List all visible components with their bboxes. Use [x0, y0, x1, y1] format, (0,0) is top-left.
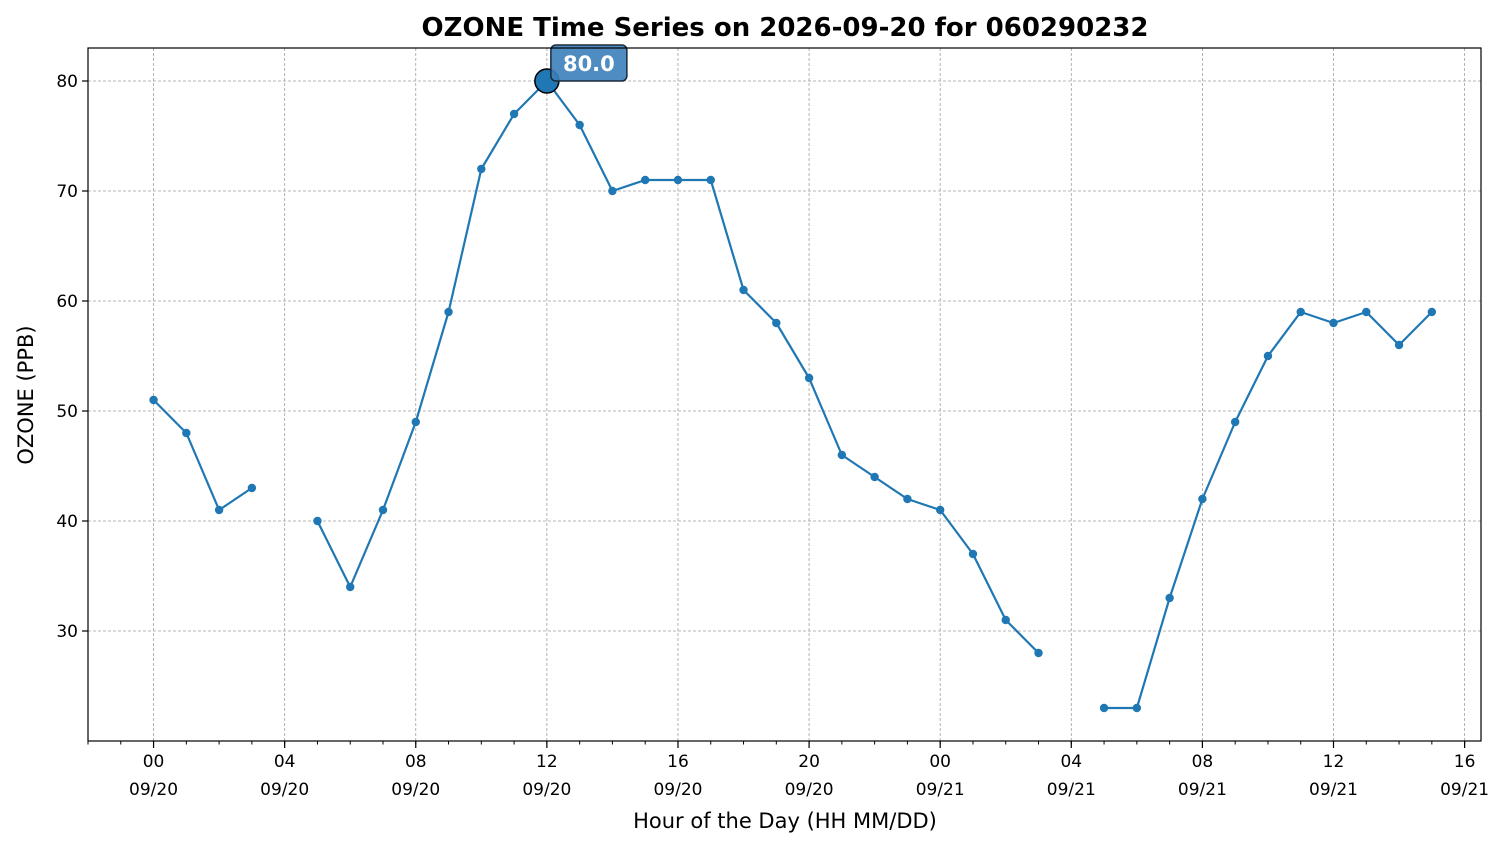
data-point	[1329, 318, 1338, 328]
data-point	[509, 109, 519, 119]
x-tick-label-hour: 12	[1323, 752, 1345, 772]
peak-label: 80.0	[563, 52, 615, 76]
data-point	[1165, 593, 1174, 603]
x-tick-label-hour: 04	[274, 752, 296, 772]
y-tick-label: 30	[56, 622, 78, 642]
x-tick-label-date: 09/20	[129, 780, 178, 800]
data-point	[1230, 417, 1240, 427]
x-tick-label-hour: 16	[1454, 752, 1476, 772]
y-tick-label: 40	[56, 512, 78, 532]
x-tick-label-date: 09/20	[522, 780, 571, 800]
data-point	[804, 373, 814, 383]
data-point	[673, 175, 683, 185]
data-point	[214, 505, 224, 515]
data-point	[1132, 703, 1142, 713]
series-line-segment	[152, 399, 253, 512]
x-axis: 00 09/20 04 09/20 08 09/20 12 09/20 16 09/20 20 09/…	[87, 741, 1489, 800]
x-tick-label-hour: 00	[143, 752, 165, 772]
x-axis-label: Hour of the Day (HH MM/DD)	[633, 809, 937, 833]
plot-frame	[87, 47, 1482, 742]
data-point	[1001, 615, 1010, 625]
data-point	[346, 582, 355, 592]
x-tick-label-hour: 20	[798, 752, 820, 772]
data-point	[247, 483, 257, 493]
data-point	[444, 307, 453, 317]
x-tick-label-date: 09/21	[1047, 780, 1096, 800]
data-point	[313, 516, 322, 526]
x-tick-label-hour: 12	[536, 752, 558, 772]
x-tick-label-date: 09/21	[1440, 780, 1489, 800]
data-point	[1394, 340, 1404, 350]
data-point	[608, 186, 617, 196]
data-point	[1099, 703, 1109, 713]
x-tick-label-date: 09/21	[916, 780, 965, 800]
x-tick-label-date: 09/21	[1309, 780, 1358, 800]
chart-title: OZONE Time Series on 2026-09-20 for 0602…	[422, 13, 1149, 43]
data-point	[706, 175, 715, 185]
data-point	[837, 450, 847, 460]
x-tick-label-date: 09/20	[653, 780, 702, 800]
data-point	[1198, 494, 1207, 504]
data-point	[1263, 351, 1273, 361]
data-point	[477, 164, 486, 174]
y-tick-label: 80	[56, 72, 78, 92]
peak-label-box	[550, 44, 628, 82]
data-point	[870, 472, 879, 482]
data-point	[739, 285, 748, 295]
y-tick-label: 70	[56, 182, 78, 202]
data-point	[1296, 307, 1305, 317]
y-axis-label: OZONE (PPB)	[14, 325, 38, 464]
data-point	[378, 505, 388, 515]
data-point	[411, 417, 420, 427]
peak-annotation: 80.0	[534, 44, 628, 94]
x-tick-label-hour: 04	[1060, 752, 1082, 772]
x-tick-label-date: 09/20	[785, 780, 834, 800]
x-tick-label-hour: 08	[405, 752, 427, 772]
data-point	[772, 318, 781, 328]
data-point	[641, 175, 650, 185]
data-point	[935, 505, 945, 515]
y-tick-label: 50	[56, 402, 78, 422]
data-point	[575, 120, 584, 130]
x-tick-label-hour: 00	[929, 752, 951, 772]
data-point	[182, 428, 191, 438]
data-point	[968, 549, 978, 559]
x-tick-label-hour: 08	[1192, 752, 1214, 772]
x-tick-label-hour: 16	[667, 752, 689, 772]
data-point	[1362, 307, 1371, 317]
x-tick-label-date: 09/21	[1178, 780, 1227, 800]
y-axis: 30 40 50 60 70 80	[56, 72, 88, 642]
data-point	[1427, 307, 1437, 317]
x-tick-label-date: 09/20	[260, 780, 309, 800]
x-tick-label-date: 09/20	[391, 780, 440, 800]
data-point	[903, 494, 912, 504]
data-point	[1034, 648, 1043, 658]
y-tick-label: 60	[56, 292, 78, 312]
data-point	[149, 395, 158, 405]
grid	[88, 48, 1481, 741]
